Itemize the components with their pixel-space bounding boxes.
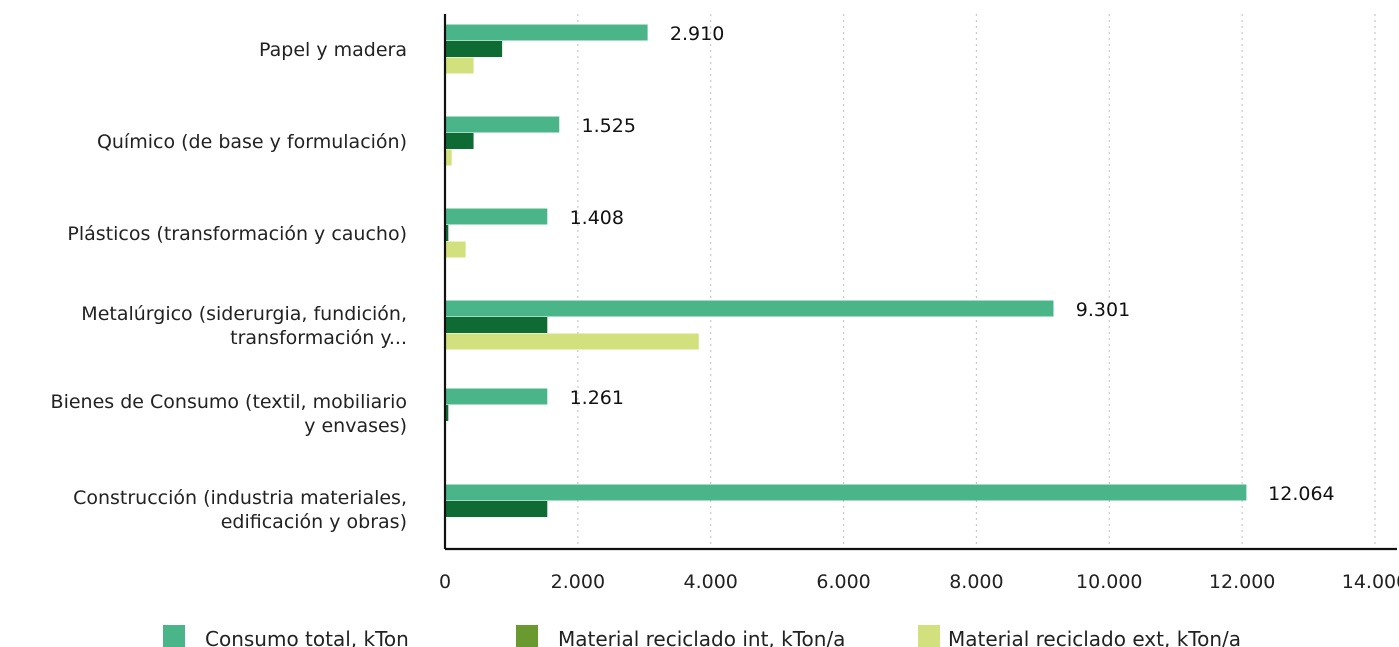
x-tick-label: 6.000 (816, 571, 870, 593)
x-tick-label: 14.000 (1342, 571, 1399, 593)
legend: Consumo total, kTon Material reciclado in… (163, 625, 1241, 647)
legend-swatch (163, 625, 185, 647)
category-label: Químico (de base y formulación) (97, 131, 407, 153)
bar (445, 405, 449, 421)
data-label: 12.064 (1268, 483, 1334, 505)
category-label: Construcción (industria materiales, edifi… (73, 487, 407, 533)
legend-label: Consumo total, kTon (205, 627, 409, 647)
category-label: Papel y madera (259, 39, 407, 61)
x-tick-labels: 0 2.000 4.000 6.000 8.000 10.000 12.000 14.000 (439, 571, 1399, 593)
x-tick-label: 4.000 (684, 571, 738, 593)
x-tick-label: 2.000 (551, 571, 605, 593)
category-label: Bienes de Consumo (textil, mobiliario y e… (51, 391, 407, 437)
category-labels: Papel y madera Químico (de base y formula… (51, 39, 407, 533)
x-tick-label: 12.000 (1209, 571, 1275, 593)
data-label: 1.261 (570, 387, 624, 409)
data-label: 1.408 (570, 207, 624, 229)
x-tick-label: 10.000 (1076, 571, 1142, 593)
grid-lines (577, 14, 1376, 549)
bar (445, 116, 560, 133)
bar (445, 388, 548, 405)
category-label: Metalúrgico (siderurgia, fundición, trans… (81, 303, 407, 349)
x-tick-label: 8.000 (949, 571, 1003, 593)
bar (445, 57, 474, 74)
data-label: 2.910 (670, 23, 724, 45)
bar (445, 300, 1054, 317)
data-label: 9.301 (1076, 299, 1130, 321)
legend-swatch (918, 625, 940, 647)
bar (445, 24, 648, 41)
data-labels: 2.910 1.525 1.408 9.301 1.261 12.064 (570, 23, 1335, 505)
bar (445, 149, 452, 166)
bar (445, 225, 449, 241)
bar (445, 41, 503, 57)
axes (443, 14, 1397, 551)
bar (445, 501, 548, 517)
data-label: 1.525 (582, 115, 636, 137)
legend-swatch (516, 625, 538, 647)
bars (445, 24, 1247, 517)
category-label: Plásticos (transformación y caucho) (67, 223, 407, 245)
bar (445, 484, 1247, 501)
bar (445, 208, 548, 225)
bar (445, 241, 466, 258)
legend-label: Material reciclado int, kTon/a (558, 627, 845, 647)
bar (445, 333, 699, 350)
legend-label: Material reciclado ext, kTon/a (948, 627, 1241, 647)
bar (445, 133, 474, 149)
x-tick-label: 0 (439, 571, 451, 593)
bar (445, 317, 548, 333)
